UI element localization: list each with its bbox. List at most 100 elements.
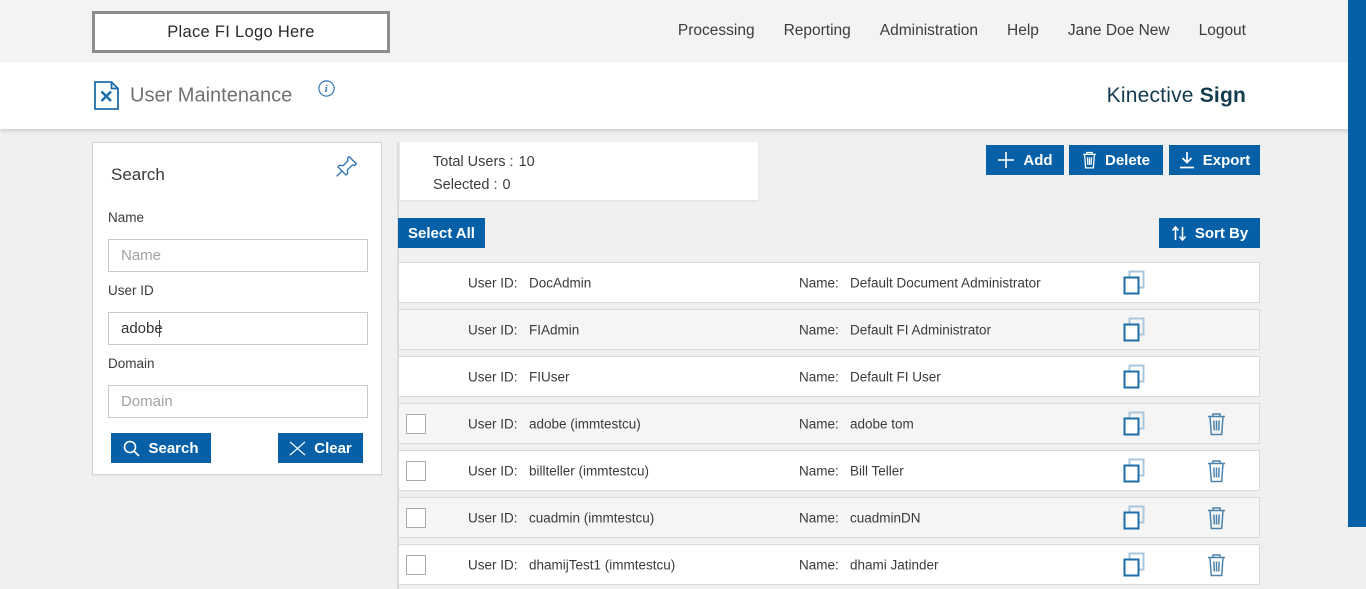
table-row: User ID: FIAdmin Name: Default FI Admini… bbox=[398, 309, 1260, 350]
brand-logo: Kinective Sign bbox=[1107, 84, 1246, 108]
delete-button[interactable]: Delete bbox=[1069, 145, 1163, 175]
copy-icon[interactable] bbox=[1122, 364, 1147, 390]
download-icon bbox=[1179, 151, 1195, 169]
name-label: Name: bbox=[799, 510, 839, 525]
row-checkbox[interactable] bbox=[406, 460, 426, 481]
top-navigation: Processing Reporting Administration Help… bbox=[678, 0, 1246, 62]
copy-icon[interactable] bbox=[1122, 270, 1147, 296]
user-id-value: FIAdmin bbox=[529, 322, 580, 337]
domain-field-label: Domain bbox=[108, 356, 155, 371]
nav-user-name[interactable]: Jane Doe New bbox=[1067, 22, 1170, 39]
sort-by-button[interactable]: Sort By bbox=[1159, 218, 1260, 248]
total-users-line: Total Users :10 bbox=[433, 151, 758, 174]
table-row: User ID: DocAdmin Name: Default Document… bbox=[398, 262, 1260, 303]
delete-row-icon[interactable] bbox=[1207, 412, 1226, 436]
user-maintenance-icon bbox=[94, 81, 119, 110]
search-icon bbox=[123, 440, 141, 457]
name-value: dhami Jatinder bbox=[850, 557, 939, 572]
name-value: cuadminDN bbox=[850, 510, 921, 525]
name-value: Bill Teller bbox=[850, 463, 904, 478]
trash-icon bbox=[1082, 151, 1097, 169]
copy-icon[interactable] bbox=[1122, 317, 1147, 343]
summary-box: Total Users :10 Selected :0 bbox=[400, 142, 758, 200]
export-button-label: Export bbox=[1202, 151, 1251, 169]
brand-product: Sign bbox=[1199, 83, 1246, 107]
select-all-button[interactable]: Select All bbox=[398, 218, 485, 248]
nav-help[interactable]: Help bbox=[1007, 22, 1039, 39]
search-button-label: Search bbox=[148, 439, 199, 457]
selected-line: Selected :0 bbox=[433, 174, 758, 197]
domain-input[interactable] bbox=[108, 385, 368, 418]
nav-processing[interactable]: Processing bbox=[677, 22, 755, 39]
copy-icon[interactable] bbox=[1122, 505, 1147, 531]
top-bar: Place FI Logo Here Processing Reporting … bbox=[0, 0, 1366, 62]
name-label: Name: bbox=[799, 369, 839, 384]
delete-row-icon[interactable] bbox=[1207, 553, 1226, 577]
page-header: User Maintenance i Kinective Sign bbox=[0, 62, 1366, 129]
copy-icon[interactable] bbox=[1122, 552, 1147, 578]
name-value: Default FI User bbox=[850, 369, 941, 384]
user-list: User ID: DocAdmin Name: Default Document… bbox=[398, 262, 1260, 589]
delete-row-icon[interactable] bbox=[1207, 459, 1226, 483]
selected-value: 0 bbox=[502, 177, 511, 193]
name-input[interactable] bbox=[108, 239, 368, 272]
name-value: Default Document Administrator bbox=[850, 275, 1041, 290]
export-button[interactable]: Export bbox=[1169, 145, 1260, 175]
name-label: Name: bbox=[799, 557, 839, 572]
row-checkbox[interactable] bbox=[406, 507, 426, 528]
user-id-label: User ID: bbox=[468, 369, 518, 384]
user-id-value: DocAdmin bbox=[529, 275, 592, 290]
user-id-label: User ID: bbox=[468, 557, 518, 572]
delete-row-icon[interactable] bbox=[1207, 506, 1226, 530]
sort-by-label: Sort By bbox=[1194, 224, 1249, 242]
svg-text:i: i bbox=[325, 84, 328, 95]
user-id-label: User ID: bbox=[468, 510, 518, 525]
table-row: User ID: adobe (immtestcu) Name: adobe t… bbox=[398, 403, 1260, 444]
total-users-value: 10 bbox=[518, 154, 535, 170]
table-row: User ID: dhamijTest1 (immtestcu) Name: d… bbox=[398, 544, 1260, 585]
delete-button-label: Delete bbox=[1104, 151, 1151, 169]
user-id-value: FIUser bbox=[529, 369, 570, 384]
nav-logout[interactable]: Logout bbox=[1198, 22, 1246, 39]
name-value: adobe tom bbox=[850, 416, 914, 431]
row-checkbox[interactable] bbox=[406, 413, 426, 434]
user-id-value: cuadmin (immtestcu) bbox=[529, 510, 655, 525]
sort-arrows-icon bbox=[1171, 225, 1187, 242]
row-checkbox[interactable] bbox=[406, 554, 426, 575]
user-id-input[interactable] bbox=[108, 312, 368, 345]
table-row: User ID: cuadmin (immtestcu) Name: cuadm… bbox=[398, 497, 1260, 538]
name-value: Default FI Administrator bbox=[850, 322, 992, 337]
name-label: Name: bbox=[799, 275, 839, 290]
user-id-label: User ID: bbox=[468, 275, 518, 290]
user-id-field-label: User ID bbox=[108, 283, 154, 298]
name-label: Name: bbox=[799, 416, 839, 431]
nav-administration[interactable]: Administration bbox=[879, 22, 979, 39]
copy-icon[interactable] bbox=[1122, 411, 1147, 437]
search-panel-title: Search bbox=[111, 165, 165, 184]
brand-name: Kinective bbox=[1106, 83, 1194, 107]
user-id-label: User ID: bbox=[468, 463, 518, 478]
scrollbar[interactable] bbox=[1348, 0, 1366, 527]
add-button[interactable]: Add bbox=[986, 145, 1064, 175]
plus-icon bbox=[997, 151, 1015, 169]
search-panel: Search Name User ID Domain Search Clear bbox=[92, 142, 382, 475]
table-row: User ID: FIUser Name: Default FI User bbox=[398, 356, 1260, 397]
name-field-label: Name bbox=[108, 210, 145, 225]
add-button-label: Add bbox=[1023, 151, 1053, 169]
select-all-label: Select All bbox=[408, 224, 475, 242]
fi-logo-placeholder: Place FI Logo Here bbox=[92, 11, 390, 53]
user-id-value: dhamijTest1 (immtestcu) bbox=[529, 557, 676, 572]
nav-reporting[interactable]: Reporting bbox=[783, 22, 851, 39]
user-id-label: User ID: bbox=[468, 416, 518, 431]
clear-button-label: Clear bbox=[314, 439, 352, 457]
clear-x-icon bbox=[289, 440, 306, 456]
pin-icon[interactable] bbox=[334, 154, 359, 179]
user-id-value: adobe (immtestcu) bbox=[529, 416, 641, 431]
search-button[interactable]: Search bbox=[111, 433, 211, 463]
page-title: User Maintenance bbox=[130, 84, 293, 106]
text-cursor bbox=[159, 320, 160, 337]
info-icon[interactable]: i bbox=[318, 80, 335, 97]
clear-button[interactable]: Clear bbox=[278, 433, 363, 463]
copy-icon[interactable] bbox=[1122, 458, 1147, 484]
table-row: User ID: billteller (immtestcu) Name: Bi… bbox=[398, 450, 1260, 491]
